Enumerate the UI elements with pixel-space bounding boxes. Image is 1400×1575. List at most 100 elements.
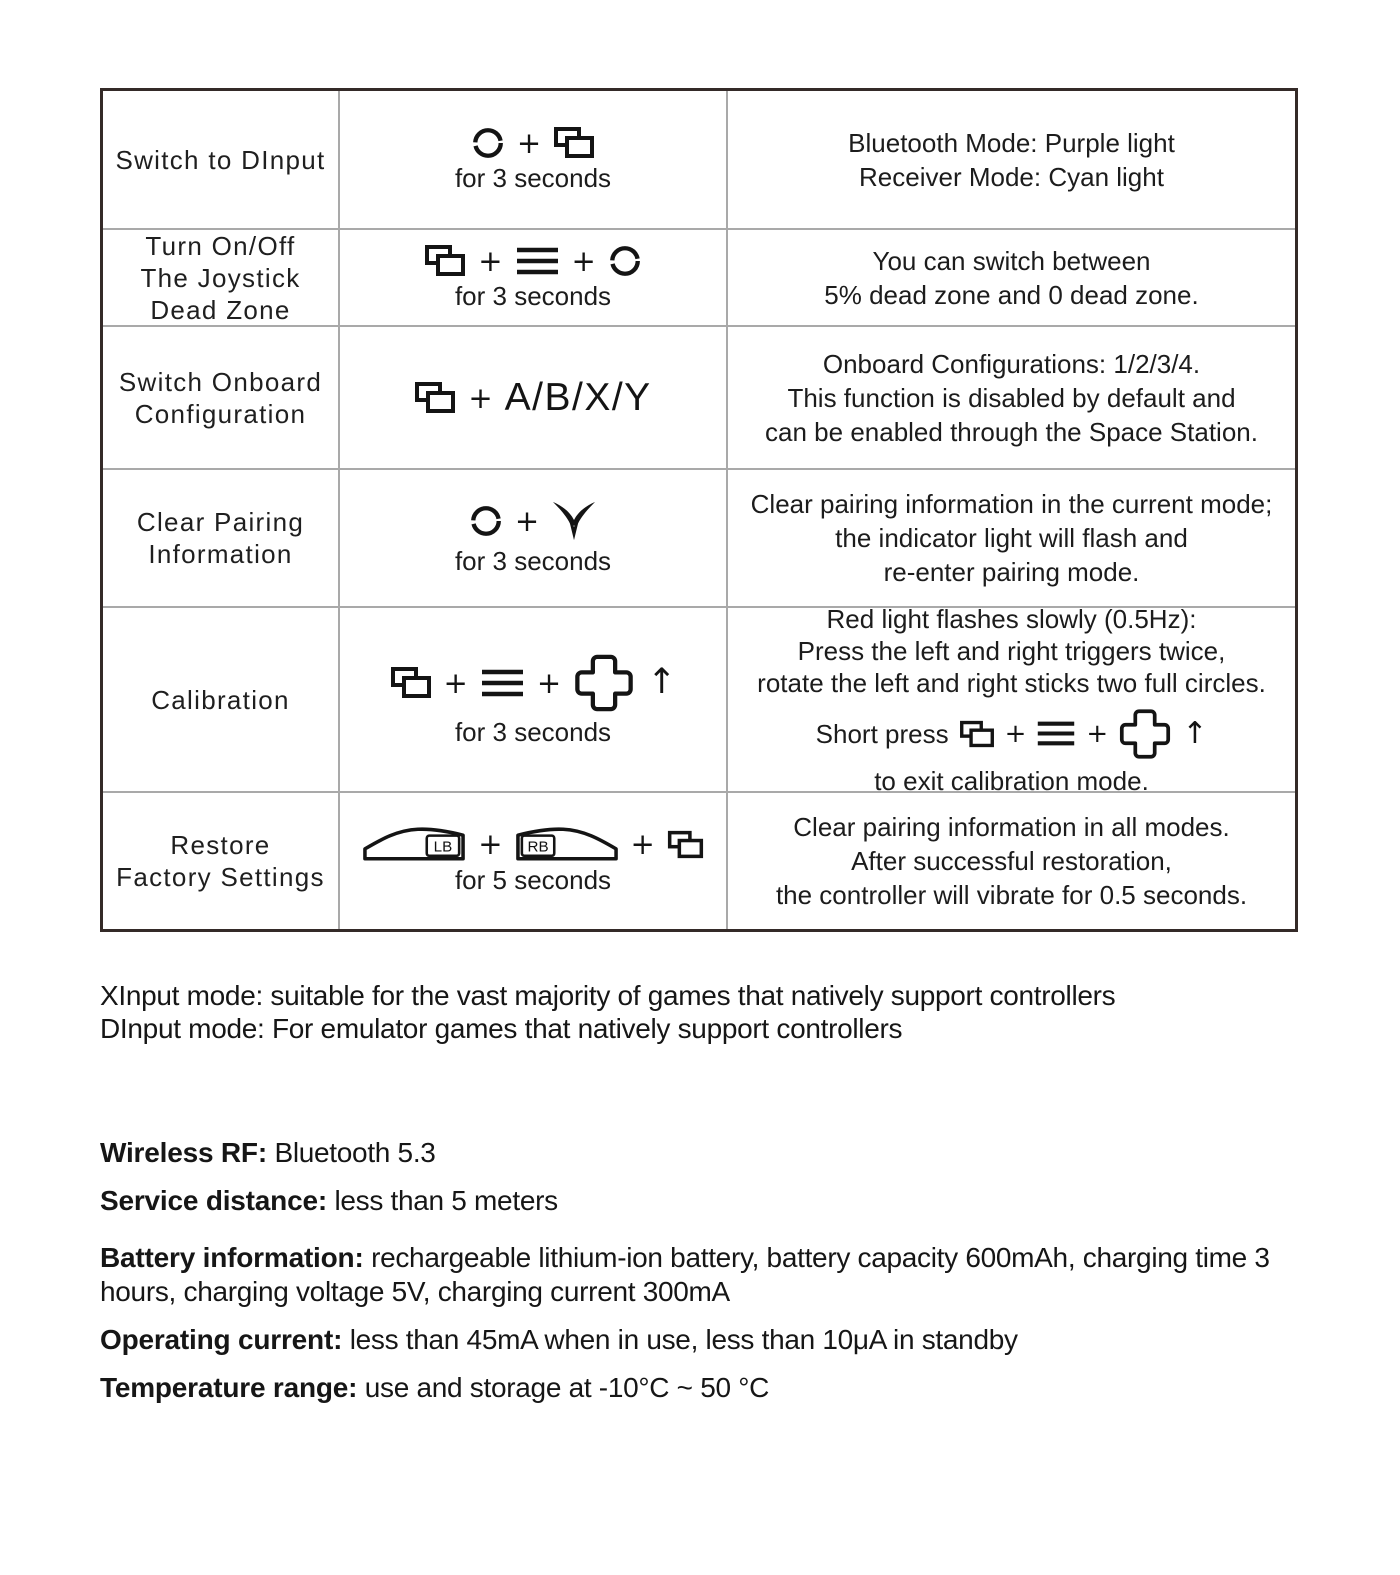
description-line: Onboard Configurations: 1/2/3/4. bbox=[822, 348, 1201, 379]
controller-functions-table: Switch to DInput + for 3 seconds Bluetoo… bbox=[100, 88, 1298, 932]
description-line: to exit calibration mode. bbox=[874, 765, 1149, 793]
function-label: Switch Onboard bbox=[118, 366, 323, 397]
button-combo: + + bbox=[424, 244, 642, 278]
home-button-icon bbox=[470, 506, 501, 536]
hold-duration: for 3 seconds bbox=[454, 716, 612, 747]
function-cell: Switch Onboard Configuration bbox=[103, 327, 340, 470]
description-line: 5% dead zone and 0 dead zone. bbox=[824, 279, 1199, 310]
function-label: Calibration bbox=[151, 684, 290, 715]
description-line: Press the left and right triggers twice, bbox=[797, 635, 1226, 666]
spec-temperature-range: Temperature range: use and storage at -1… bbox=[100, 1371, 1285, 1405]
xinput-mode-line: XInput mode: suitable for the vast major… bbox=[100, 980, 1116, 1011]
combo-cell: + A/B/X/Y bbox=[340, 327, 728, 470]
home-button-icon bbox=[472, 127, 503, 158]
spec-operating-current: Operating current: less than 45mA when i… bbox=[100, 1323, 1285, 1357]
hold-duration: for 3 seconds bbox=[454, 162, 612, 193]
plus-sign: + bbox=[1004, 718, 1027, 749]
description-line: Clear pairing information in the current… bbox=[750, 489, 1273, 519]
plus-sign: + bbox=[443, 665, 468, 700]
plus-sign: + bbox=[478, 827, 503, 861]
description-line: the indicator light will flash and bbox=[835, 523, 1188, 553]
spec-value: less than 45mA when in use, less than 10… bbox=[349, 1324, 1018, 1355]
description-cell: Clear pairing information in the current… bbox=[728, 470, 1295, 608]
description-line: Clear pairing information in all modes. bbox=[793, 812, 1230, 842]
description-line: Red light flashes slowly (0.5Hz): bbox=[826, 608, 1197, 634]
combo-cell: + + ↑ for 3 seconds bbox=[340, 608, 728, 793]
rb-bumper-icon: RB bbox=[515, 827, 618, 861]
dinput-mode-line: DInput mode: For emulator games that nat… bbox=[100, 1013, 903, 1044]
input-modes-note: XInput mode: suitable for the vast major… bbox=[100, 979, 1300, 1045]
view-button-icon bbox=[667, 830, 703, 858]
description-line: Receiver Mode: Cyan light bbox=[859, 161, 1164, 192]
function-cell: Clear Pairing Information bbox=[103, 470, 340, 608]
abxy-buttons-label: A/B/X/Y bbox=[504, 375, 652, 419]
function-cell: Restore Factory Settings bbox=[103, 793, 340, 929]
description-line: This function is disabled by default and bbox=[787, 382, 1236, 413]
button-combo: + bbox=[471, 126, 595, 160]
menu-button-icon bbox=[481, 669, 523, 696]
spec-value: Bluetooth 5.3 bbox=[274, 1137, 436, 1168]
plus-sign: + bbox=[571, 243, 596, 278]
combo-cell: + for 3 seconds bbox=[340, 470, 728, 608]
function-label: Turn On/Off bbox=[145, 230, 296, 261]
dpad-icon bbox=[1120, 708, 1171, 759]
hold-duration: for 3 seconds bbox=[454, 280, 612, 311]
spec-battery-information: Battery information: rechargeable lithiu… bbox=[100, 1241, 1285, 1309]
button-combo: LB + RB + bbox=[362, 826, 704, 862]
description-line: You can switch between bbox=[872, 245, 1151, 276]
plus-sign: + bbox=[514, 504, 540, 538]
spec-wireless-rf: Wireless RF: Bluetooth 5.3 bbox=[100, 1136, 1285, 1170]
function-label: Information bbox=[148, 539, 293, 569]
description-line: can be enabled through the Space Station… bbox=[765, 416, 1258, 447]
menu-button-icon bbox=[1038, 721, 1075, 746]
description-cell: Bluetooth Mode: Purple light Receiver Mo… bbox=[728, 91, 1295, 230]
hold-duration: for 3 seconds bbox=[454, 546, 612, 576]
hold-duration: for 5 seconds bbox=[454, 865, 612, 895]
menu-button-icon bbox=[516, 247, 558, 274]
plus-sign: + bbox=[630, 827, 655, 861]
plus-sign: + bbox=[536, 665, 562, 700]
plus-sign: + bbox=[516, 125, 542, 160]
lb-bumper-icon: LB bbox=[363, 827, 466, 861]
plus-sign: + bbox=[478, 243, 503, 278]
spec-label: Service distance: bbox=[100, 1185, 327, 1216]
function-label: Clear Pairing bbox=[136, 507, 305, 537]
description-cell: You can switch between 5% dead zone and … bbox=[728, 230, 1295, 327]
flydigi-logo-icon bbox=[553, 501, 596, 541]
function-cell: Switch to DInput bbox=[103, 91, 340, 230]
lb-label: LB bbox=[434, 838, 453, 855]
dpad-up-arrow: ↑ bbox=[647, 662, 677, 702]
function-label: Switch to DInput bbox=[115, 144, 326, 175]
function-label: Restore bbox=[170, 830, 271, 860]
view-button-icon bbox=[415, 382, 456, 413]
function-label: Dead Zone bbox=[150, 294, 291, 325]
function-label: Factory Settings bbox=[116, 862, 325, 892]
button-combo: + bbox=[469, 499, 597, 543]
spec-label: Battery information: bbox=[100, 1242, 364, 1273]
description-cell: Clear pairing information in all modes. … bbox=[728, 793, 1295, 929]
description-line: the controller will vibrate for 0.5 seco… bbox=[775, 880, 1248, 910]
dpad-icon bbox=[575, 654, 633, 711]
function-cell: Calibration bbox=[103, 608, 340, 793]
combo-cell: LB + RB + for 5 seconds bbox=[340, 793, 728, 929]
spec-label: Temperature range: bbox=[100, 1372, 358, 1403]
plus-sign: + bbox=[1086, 718, 1109, 749]
description-cell: Red light flashes slowly (0.5Hz): Press … bbox=[728, 608, 1295, 793]
view-button-icon bbox=[959, 720, 994, 747]
rb-label: RB bbox=[527, 838, 548, 855]
spec-service-distance: Service distance: less than 5 meters bbox=[100, 1184, 1285, 1218]
view-button-icon bbox=[554, 127, 595, 158]
view-button-icon bbox=[425, 245, 466, 276]
description-line: Bluetooth Mode: Purple light bbox=[848, 127, 1175, 158]
button-combo: + + ↑ bbox=[390, 652, 677, 714]
spec-label: Operating current: bbox=[100, 1324, 343, 1355]
short-press-label: Short press bbox=[815, 718, 949, 749]
spec-value: rechargeable lithium-ion battery, batter… bbox=[100, 1242, 1270, 1307]
dpad-up-arrow: ↑ bbox=[1182, 715, 1208, 751]
view-button-icon bbox=[390, 667, 431, 698]
home-button-icon bbox=[609, 245, 640, 276]
function-label: The Joystick bbox=[140, 262, 301, 293]
spec-value: less than 5 meters bbox=[334, 1185, 558, 1216]
button-combo: + A/B/X/Y bbox=[414, 376, 651, 420]
